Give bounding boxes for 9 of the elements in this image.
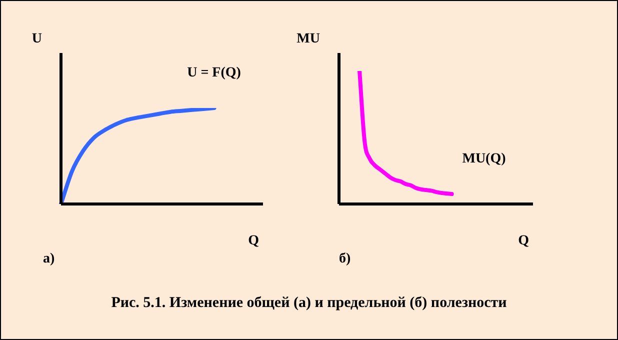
text: Рис. 5.1. Изменение общей (а) и предельной (б) полезности	[110, 295, 508, 312]
x-axis-title: Q	[248, 234, 260, 249]
y-axis-title: MU	[296, 32, 320, 47]
text: U = F(Q)	[187, 66, 242, 81]
text: MU(Q)	[462, 152, 506, 167]
text: а)	[43, 252, 55, 267]
y-axis-title: U	[32, 32, 42, 47]
text: б)	[339, 252, 351, 267]
x-axis-title: Q	[518, 234, 530, 249]
